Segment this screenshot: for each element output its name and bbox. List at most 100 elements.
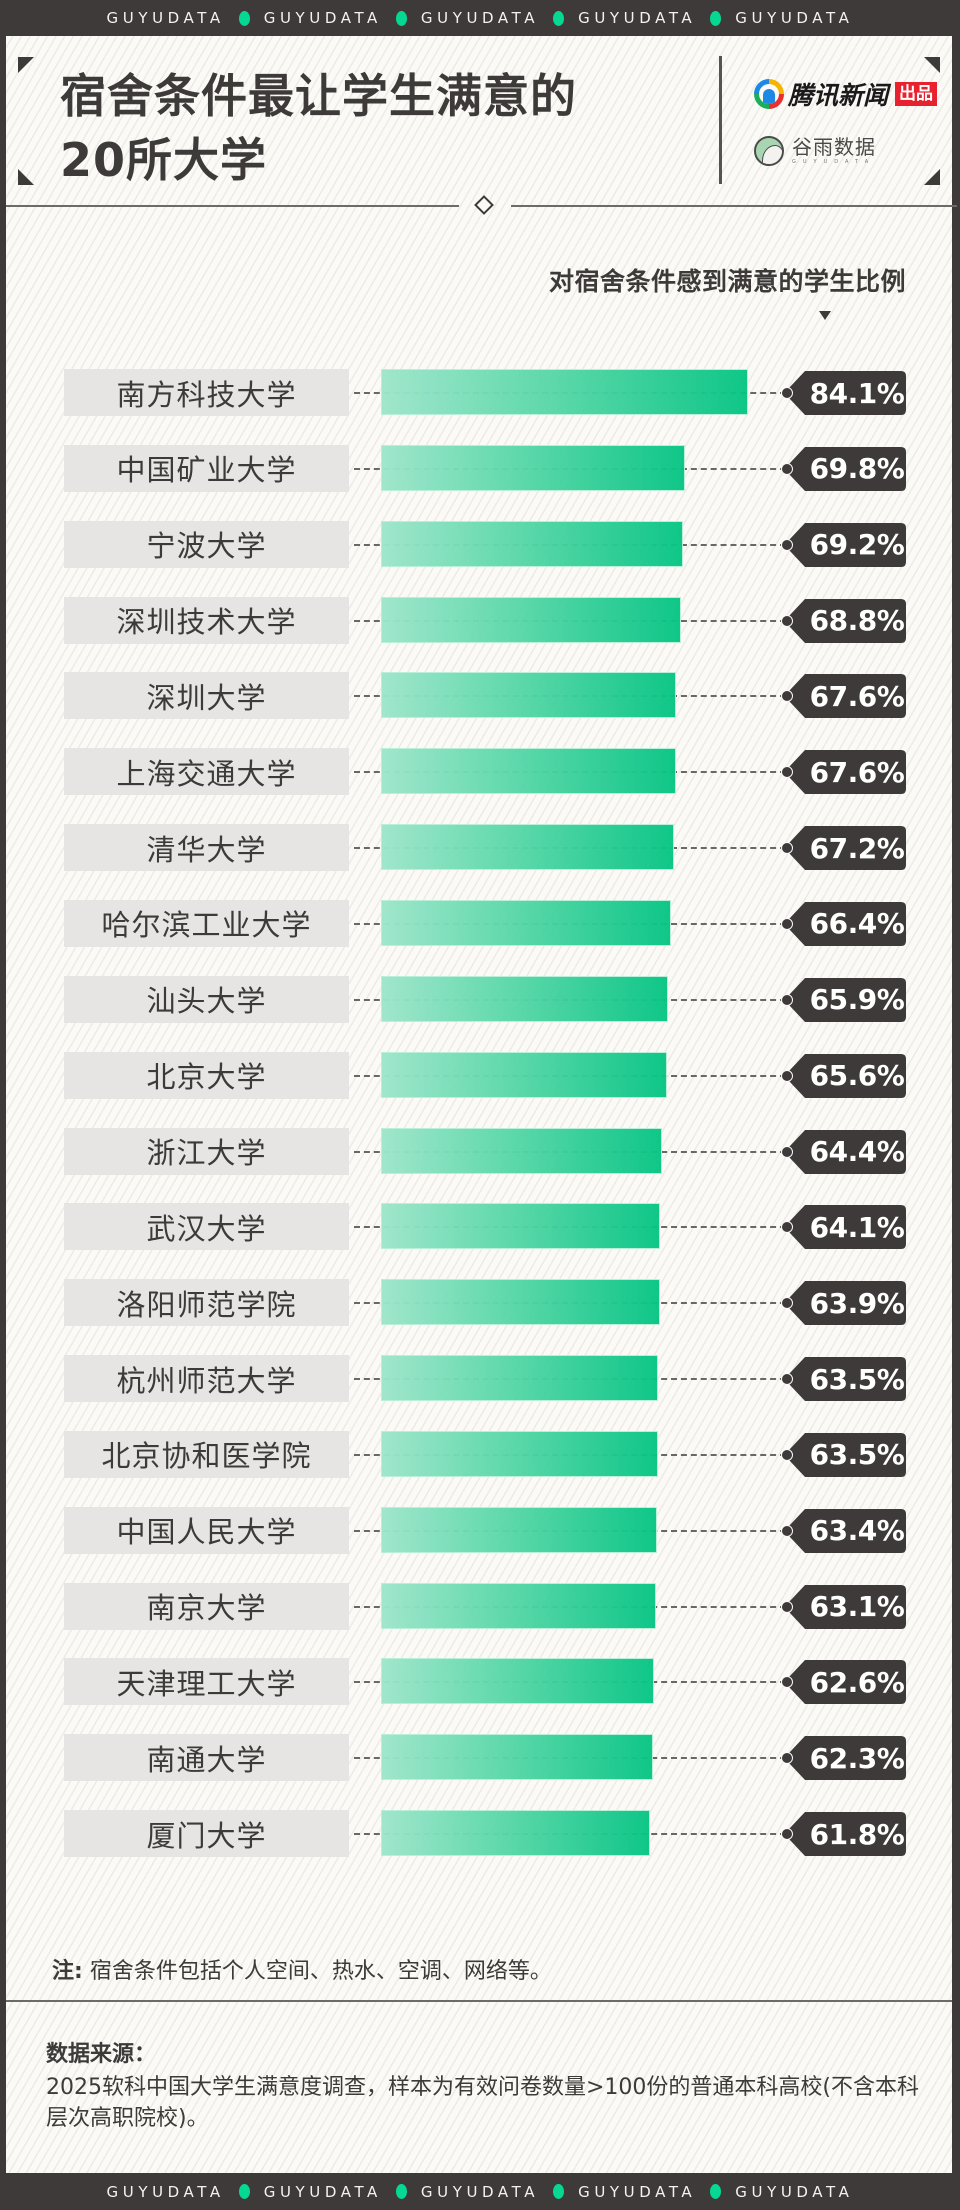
pin-dot-icon <box>781 462 793 475</box>
dot-icon <box>710 10 722 26</box>
dot-icon <box>710 2184 722 2199</box>
university-label: 洛阳师范学院 <box>64 1279 349 1327</box>
value-tag: 63.1% <box>789 1584 907 1629</box>
dot-icon <box>238 2184 250 2199</box>
university-label: 宁波大学 <box>64 520 349 568</box>
pin-dot-icon <box>781 766 793 779</box>
value-tag: 66.4% <box>789 901 907 946</box>
pin-dot-icon <box>781 690 793 703</box>
value-label: 64.4% <box>809 1135 905 1168</box>
value-label: 65.9% <box>809 983 905 1017</box>
university-label: 浙江大学 <box>64 1127 349 1175</box>
title-line-1: 宿舍条件最让学生满意的 <box>60 69 577 123</box>
pin-dot-icon <box>781 1069 793 1082</box>
value-tag: 67.6% <box>789 750 907 795</box>
pin-dot-icon <box>781 1448 793 1461</box>
university-label: 中国矿业大学 <box>64 444 349 492</box>
value-label: 62.3% <box>809 1741 905 1775</box>
bar <box>381 672 676 719</box>
brand-word: GUYUDATA <box>263 2182 382 2201</box>
chart-row: 哈尔滨工业大学 66.4% <box>6 899 952 948</box>
pin-dot-icon <box>781 538 793 551</box>
bar <box>381 1127 662 1174</box>
bar <box>381 1430 658 1477</box>
corner-mark-icon <box>18 57 34 73</box>
university-label: 北京大学 <box>64 1051 349 1099</box>
pin-dot-icon <box>781 917 793 930</box>
bar <box>381 1582 657 1629</box>
tencent-news-name: 腾讯新闻 <box>788 81 889 110</box>
dot-icon <box>553 10 565 26</box>
bar <box>381 596 681 643</box>
dot-icon <box>238 10 250 26</box>
bar <box>381 520 683 567</box>
bar <box>381 1734 653 1781</box>
university-label: 武汉大学 <box>64 1203 349 1251</box>
pin-dot-icon <box>781 614 793 627</box>
header: 宿舍条件最让学生满意的 20所大学 腾讯新闻 出品 谷雨数据 GUYUDATA <box>6 36 952 206</box>
value-tag: 63.9% <box>789 1281 907 1326</box>
bar <box>381 748 676 795</box>
value-label: 67.6% <box>809 755 905 789</box>
guyu-bird-icon <box>754 136 784 166</box>
guyu-subtitle: GUYUDATA <box>792 159 876 165</box>
header-divider <box>719 56 722 184</box>
pin-dot-icon <box>781 1828 793 1841</box>
value-tag: 62.6% <box>789 1660 907 1705</box>
value-tag: 63.5% <box>789 1357 907 1402</box>
bar <box>381 1279 660 1326</box>
chart-row: 厦门大学 61.8% <box>6 1810 952 1858</box>
pin-dot-icon <box>781 1752 793 1765</box>
corner-mark-icon <box>924 169 940 185</box>
university-label: 南京大学 <box>64 1582 349 1630</box>
value-label: 69.8% <box>809 452 905 486</box>
triangle-down-icon <box>819 311 831 320</box>
value-label: 62.6% <box>809 1665 905 1699</box>
value-label: 63.5% <box>809 1438 905 1472</box>
note-label: 注: <box>52 1959 83 1984</box>
university-label: 中国人民大学 <box>64 1506 349 1554</box>
chart-row: 上海交通大学 67.6% <box>6 748 952 796</box>
chart-row: 中国矿业大学 69.8% <box>6 444 952 493</box>
university-label: 厦门大学 <box>64 1810 349 1858</box>
dot-icon <box>395 10 407 26</box>
note-text: 宿舍条件包括个人空间、热水、空调、网络等。 <box>89 1959 552 1984</box>
chart-row: 南京大学 63.1% <box>6 1582 952 1631</box>
pin-dot-icon <box>781 1145 793 1158</box>
value-label: 67.2% <box>809 831 905 865</box>
bar <box>381 1810 651 1857</box>
university-label: 北京协和医学院 <box>64 1430 349 1478</box>
university-label: 南通大学 <box>64 1734 349 1782</box>
tencent-news-logo: 腾讯新闻 出品 <box>754 76 938 112</box>
pin-dot-icon <box>781 1600 793 1613</box>
corner-mark-icon <box>924 57 940 73</box>
section-divider-right <box>511 205 957 207</box>
university-label: 天津理工大学 <box>64 1658 349 1706</box>
value-label: 63.5% <box>809 1362 905 1396</box>
value-label: 63.1% <box>809 1590 905 1624</box>
value-tag: 84.1% <box>789 371 907 415</box>
chart-row: 北京协和医学院 63.5% <box>6 1430 952 1479</box>
chart-row: 深圳技术大学 68.8% <box>6 596 952 645</box>
chart-row: 杭州师范大学 63.5% <box>6 1355 952 1403</box>
value-tag: 67.6% <box>789 674 907 719</box>
pin-dot-icon <box>781 387 793 399</box>
chart-row: 天津理工大学 62.6% <box>6 1658 952 1706</box>
source-body: 2025软科中国大学生满意度调查，样本为有效问卷数量>100份的普通本科高校(不… <box>46 2075 919 2131</box>
bar <box>381 369 748 415</box>
tencent-penguin-icon <box>754 79 784 109</box>
value-label: 61.8% <box>809 1817 905 1851</box>
chart-row: 北京大学 65.6% <box>6 1051 952 1100</box>
value-label: 67.6% <box>809 679 905 713</box>
bar <box>381 444 686 491</box>
value-label: 65.6% <box>809 1059 905 1093</box>
brand-word: GUYUDATA <box>420 9 540 27</box>
university-label: 哈尔滨工业大学 <box>64 899 349 947</box>
university-label: 杭州师范大学 <box>64 1355 349 1403</box>
pin-dot-icon <box>781 1221 793 1234</box>
guyu-data-logo: 谷雨数据 GUYUDATA <box>754 136 876 166</box>
value-tag: 68.8% <box>789 598 907 643</box>
chart-row: 武汉大学 64.1% <box>6 1203 952 1251</box>
university-label: 南方科技大学 <box>64 369 349 416</box>
chart-row: 中国人民大学 63.4% <box>6 1506 952 1555</box>
